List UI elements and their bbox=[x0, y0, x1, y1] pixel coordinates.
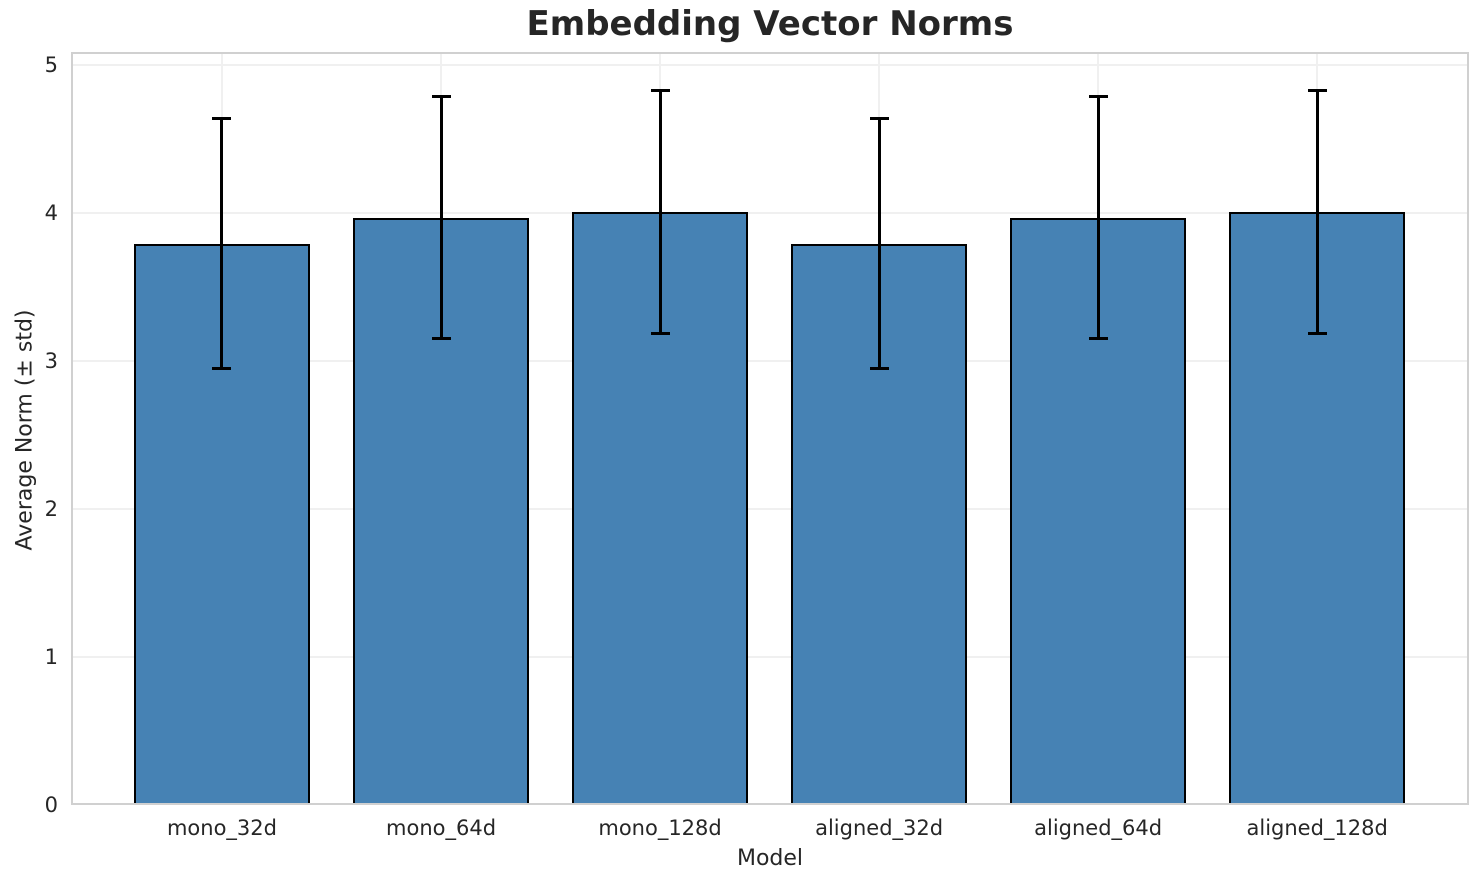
error-bar-cap-top bbox=[431, 94, 451, 98]
h-gridline bbox=[71, 508, 1469, 511]
h-gridline bbox=[71, 212, 1469, 215]
x-tick-label: aligned_64d bbox=[1034, 816, 1163, 840]
y-axis-label: Average Norm (± std) bbox=[12, 309, 38, 551]
error-bar-cap-top bbox=[650, 88, 670, 92]
h-gridline bbox=[71, 360, 1469, 363]
error-bar-cap-bottom bbox=[431, 337, 451, 341]
x-tick-label: mono_128d bbox=[598, 816, 722, 840]
x-tick-label: aligned_128d bbox=[1246, 816, 1388, 840]
h-gridline bbox=[71, 656, 1469, 659]
y-tick-label: 0 bbox=[44, 793, 58, 817]
error-bar-cap-bottom bbox=[212, 367, 232, 371]
error-bar-line bbox=[439, 96, 443, 339]
h-gridline bbox=[71, 64, 1469, 67]
error-bar-cap-bottom bbox=[650, 331, 670, 335]
x-tick-label: mono_32d bbox=[166, 816, 277, 840]
y-tick-label: 3 bbox=[44, 349, 58, 374]
error-bar-line bbox=[658, 90, 662, 334]
x-tick-label: aligned_32d bbox=[815, 816, 944, 840]
x-tick-label: mono_64d bbox=[386, 816, 497, 840]
error-bar-cap-top bbox=[1088, 94, 1108, 98]
error-bar-cap-top bbox=[1307, 88, 1327, 92]
x-axis-label: Model bbox=[736, 846, 804, 871]
y-tick-label: 4 bbox=[44, 201, 58, 226]
error-bar-cap-bottom bbox=[1088, 337, 1108, 341]
error-bar-line bbox=[220, 118, 224, 369]
error-bar-cap-top bbox=[869, 117, 889, 121]
error-bar-cap-bottom bbox=[869, 367, 889, 371]
error-bar-cap-bottom bbox=[1307, 331, 1327, 335]
chart-title: Embedding Vector Norms bbox=[526, 4, 1014, 44]
error-bar-line bbox=[877, 118, 881, 369]
error-bar-cap-top bbox=[212, 117, 232, 121]
y-tick-label: 5 bbox=[44, 53, 58, 78]
bar bbox=[134, 244, 310, 805]
error-bar-line bbox=[1315, 90, 1319, 334]
error-bar-line bbox=[1096, 96, 1100, 339]
y-tick-label: 1 bbox=[44, 645, 58, 670]
y-tick-label: 2 bbox=[44, 497, 58, 522]
plot-area bbox=[71, 52, 1469, 805]
